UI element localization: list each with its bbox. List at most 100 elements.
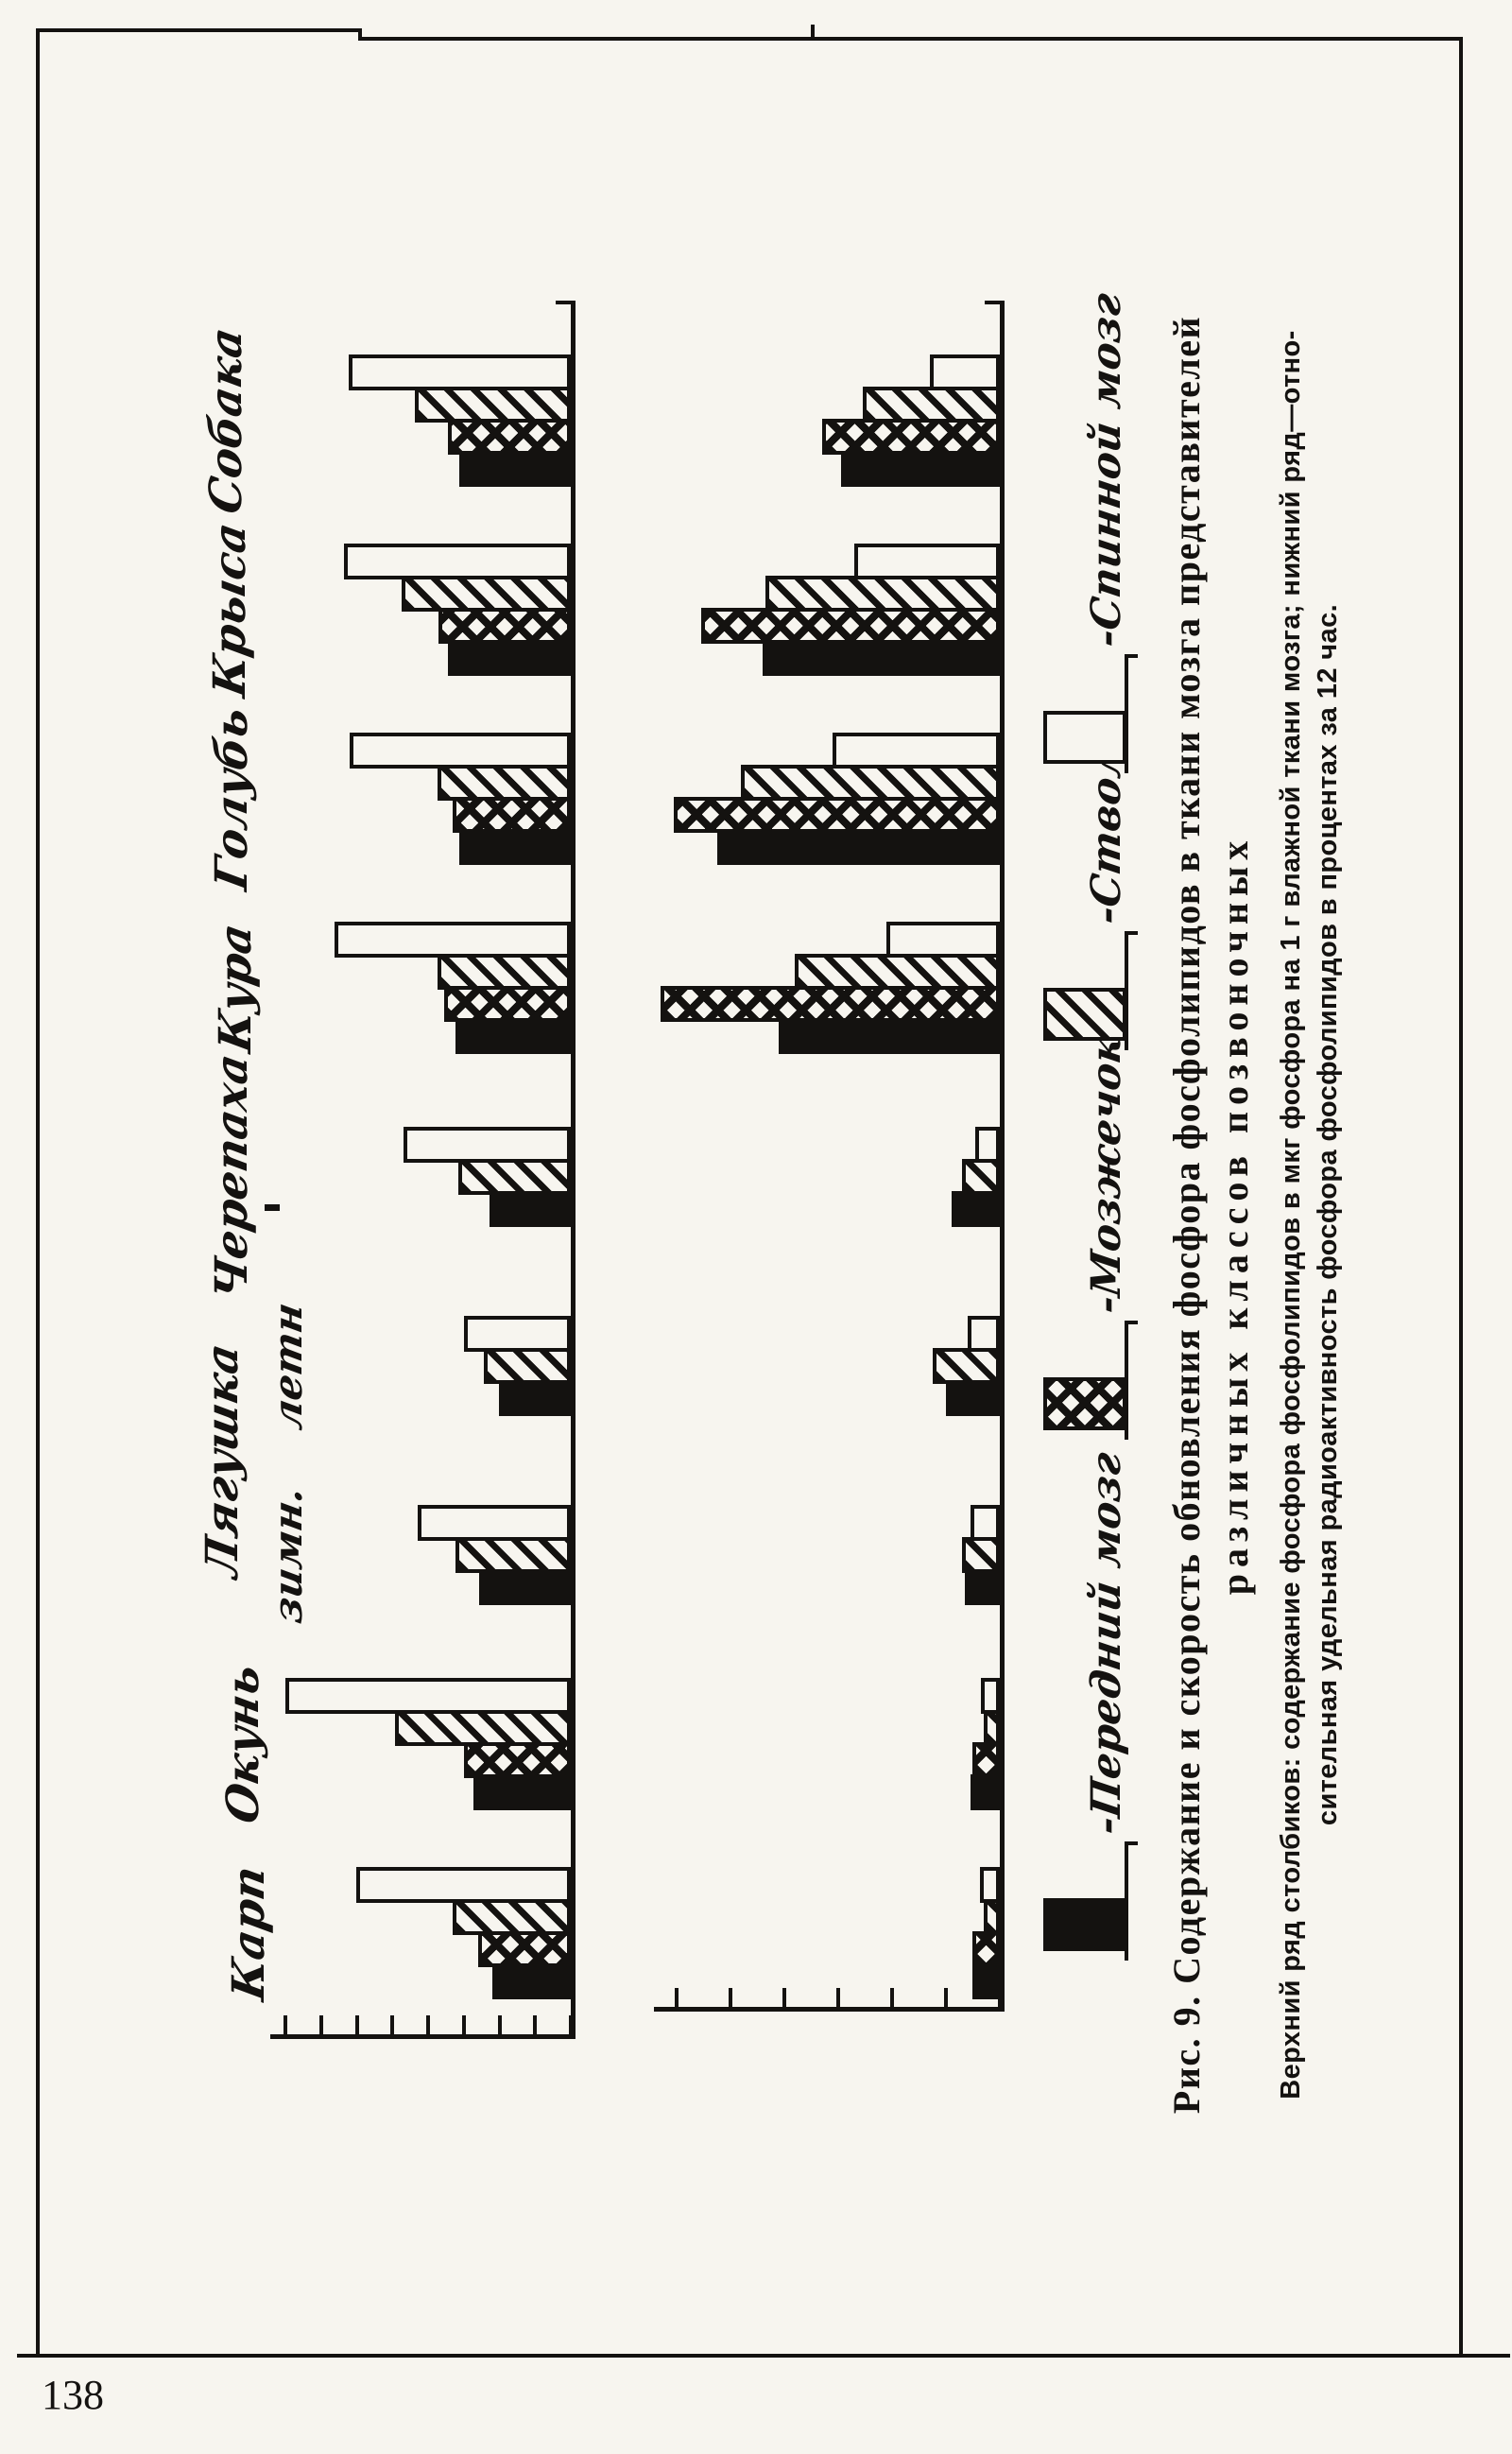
note-line-2: сительная удельная радиоактивность фосфо… xyxy=(1313,603,1343,1826)
frame-top-jog xyxy=(358,28,362,41)
bar-renewal-Собака-Передний мозг xyxy=(841,451,1000,487)
bar-renewal-Окунь-Спинной мозг xyxy=(981,1678,1000,1714)
bar-content-Лягушка летн-Спинной мозг xyxy=(464,1316,571,1352)
bar-renewal-Окунь-Мозжечок xyxy=(972,1742,1000,1778)
y-tick-renewal-12 xyxy=(675,1988,679,2007)
y-axis-renewal xyxy=(654,2007,1005,2012)
y-tick-renewal-10 xyxy=(729,1988,732,2007)
bar-renewal-Лягушка летн-Спинной мозг xyxy=(968,1316,1000,1352)
bar-content-Голубь-Передний мозг xyxy=(459,829,571,865)
animal-label-Окунь: Окунь xyxy=(217,1661,269,1827)
bar-renewal-Крыса-Мозжечок xyxy=(701,608,1000,644)
bar-content-Окунь-Ствол xyxy=(395,1710,571,1746)
bar-content-Крыса-Передний мозг xyxy=(448,640,571,676)
legend-label-hatch: -Ствол xyxy=(1083,744,1130,927)
bar-renewal-Черепаха-Передний мозг xyxy=(952,1191,1000,1227)
bar-renewal-Карп-Спинной мозг xyxy=(980,1867,1000,1903)
animal-label-Кура: Кура xyxy=(210,920,262,1056)
y-tick-renewal-2 xyxy=(944,1988,948,2007)
frame-left-line xyxy=(36,28,40,2358)
legend-swatch-cross xyxy=(1043,1377,1126,1430)
frame-bottom-line xyxy=(17,2354,1510,2358)
bar-renewal-Карп-Ствол xyxy=(984,1899,1000,1935)
baseline-end-tick-content xyxy=(556,301,571,304)
bar-content-Лягушка летн-Ствол xyxy=(484,1348,571,1384)
y-tick-renewal-6 xyxy=(836,1988,840,2007)
bar-content-Лягушка летн-Передний мозг xyxy=(499,1380,571,1416)
y-tick-content-500 xyxy=(533,2015,537,2034)
bar-renewal-Окунь-Ствол xyxy=(984,1710,1000,1746)
bar-content-Карп-Спинной мозг xyxy=(356,1867,571,1903)
bar-renewal-Лягушка летн-Передний мозг xyxy=(946,1380,1000,1416)
bar-renewal-Карп-Мозжечок xyxy=(972,1931,1000,1967)
y-tick-content-1000 xyxy=(498,2015,502,2034)
animal-label-Крыса: Крыса xyxy=(204,518,256,701)
bar-content-Собака-Мозжечок xyxy=(448,419,571,455)
y-tick-renewal-8 xyxy=(782,1988,786,2007)
bar-content-Кура-Мозжечок xyxy=(444,986,571,1022)
bar-renewal-Собака-Спинной мозг xyxy=(930,354,1000,390)
frame-top-tick xyxy=(811,25,815,37)
frame-top-line xyxy=(358,37,1463,41)
bar-renewal-Кура-Ствол xyxy=(795,954,1000,990)
bar-content-Окунь-Спинной мозг xyxy=(285,1678,571,1714)
legend-label-cross: -Мозжечок xyxy=(1083,1031,1130,1317)
baseline-content xyxy=(571,301,576,2039)
bar-content-Карп-Мозжечок xyxy=(478,1931,571,1967)
animal-label-Черепаха: Черепаха xyxy=(206,1049,258,1305)
y-tick-content-4000 xyxy=(284,2015,287,2034)
caption-line-1: Рис. 9. Содержание и скорость обновления… xyxy=(1165,315,1208,2115)
bar-renewal-Кура-Передний мозг xyxy=(779,1018,1000,1054)
legend-baseline-white xyxy=(1125,654,1128,773)
animal-sublabel-летн: летн xyxy=(265,1299,311,1433)
bar-content-Черепаха-Спинной мозг xyxy=(404,1127,571,1163)
y-tick-content-3000 xyxy=(355,2015,359,2034)
legend-baseline-cross xyxy=(1125,1321,1128,1440)
animal-label-Лягушка: Лягушка xyxy=(197,1339,249,1581)
bar-content-Крыса-Ствол xyxy=(402,576,571,612)
y-tick-content-3500 xyxy=(319,2015,323,2034)
bar-renewal-Собака-Мозжечок xyxy=(822,419,1000,455)
bar-content-Голубь-Спинной мозг xyxy=(350,733,571,769)
y-tick-renewal-4 xyxy=(890,1988,894,2007)
legend-swatch-solid xyxy=(1043,1898,1126,1951)
bar-renewal-Голубь-Спинной мозг xyxy=(833,733,1000,769)
print-artifact-dash xyxy=(265,1204,280,1211)
bar-renewal-Крыса-Передний мозг xyxy=(763,640,1000,676)
legend-baseline-tick-cross xyxy=(1125,1321,1138,1324)
bar-renewal-Кура-Спинной мозг xyxy=(886,922,1000,958)
bar-content-Собака-Передний мозг xyxy=(459,451,571,487)
legend-swatch-white xyxy=(1043,711,1126,764)
bar-renewal-Голубь-Передний мозг xyxy=(717,829,1000,865)
bar-renewal-Крыса-Ствол xyxy=(765,576,1000,612)
bar-content-Черепаха-Ствол xyxy=(458,1159,571,1195)
y-axis-content xyxy=(270,2034,576,2039)
figure-rotated-canvas: 020004000мкг Р/г024681012ОУР, % КарпОкун… xyxy=(38,57,1427,2373)
bar-renewal-Кура-Мозжечок xyxy=(661,986,1000,1022)
bar-renewal-Лягушка летн-Ствол xyxy=(933,1348,1000,1384)
bar-content-Голубь-Ствол xyxy=(438,765,571,801)
baseline-end-tick-renewal xyxy=(985,301,1000,304)
bar-renewal-Собака-Ствол xyxy=(863,387,1000,423)
legend-label-white: -Спинной мозг xyxy=(1083,290,1130,650)
legend-baseline-tick-solid xyxy=(1125,1841,1138,1845)
note-line-1: Верхний ряд столбиков: содержание фосфор… xyxy=(1276,330,1306,2100)
page-number: 138 xyxy=(42,2372,104,2418)
bar-content-Кура-Спинной мозг xyxy=(335,922,571,958)
legend-baseline-tick-white xyxy=(1125,654,1138,658)
bar-content-Черепаха-Передний мозг xyxy=(490,1191,571,1227)
bar-content-Собака-Спинной мозг xyxy=(349,354,571,390)
legend-baseline-hatch xyxy=(1125,931,1128,1050)
bar-renewal-Карп-Передний мозг xyxy=(972,1963,1000,1999)
bar-content-Окунь-Передний мозг xyxy=(473,1774,571,1810)
bar-content-Крыса-Спинной мозг xyxy=(344,544,571,579)
bar-content-Лягушка зимн.-Спинной мозг xyxy=(418,1505,571,1541)
bar-content-Лягушка зимн.-Ствол xyxy=(455,1537,571,1573)
bar-content-Карп-Передний мозг xyxy=(492,1963,571,1999)
frame-top-left-segment xyxy=(36,28,362,32)
frame-right-line xyxy=(1459,37,1463,2358)
y-tick-content-2500 xyxy=(390,2015,394,2034)
bar-renewal-Окунь-Передний мозг xyxy=(971,1774,1000,1810)
bar-content-Собака-Ствол xyxy=(415,387,571,423)
